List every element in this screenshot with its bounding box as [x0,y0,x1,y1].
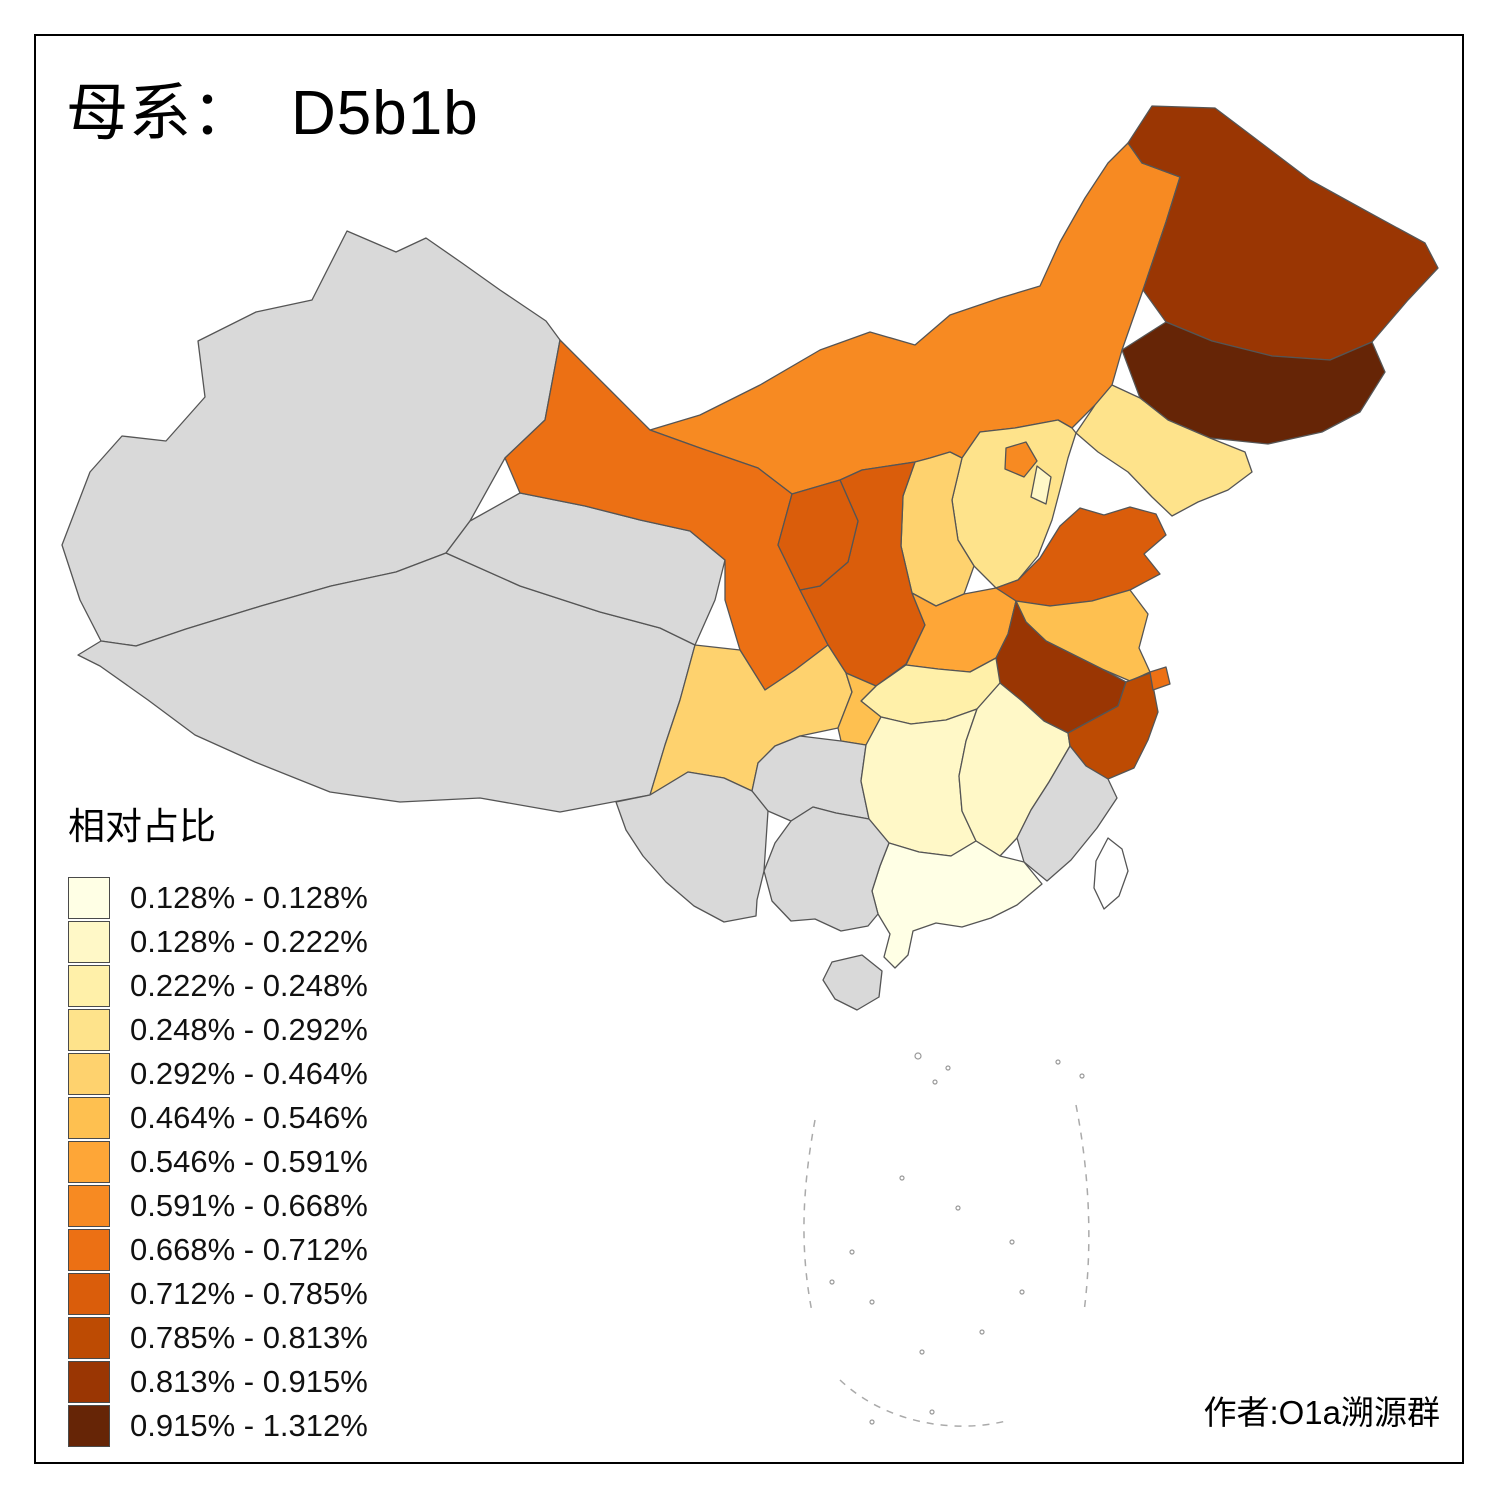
province-fujian [1016,745,1118,882]
island-icon [1019,1289,1025,1295]
island-icon [945,1065,951,1071]
legend-row: 0.712% - 0.785% [68,1272,368,1316]
legend-label: 0.813% - 0.915% [130,1364,368,1399]
plot-title: 母系： D5b1b [66,62,479,152]
legend-title: 相对占比 [68,806,216,847]
legend-row: 0.248% - 0.292% [68,1008,368,1052]
legend-swatch [68,1317,110,1359]
legend-swatch [68,1361,110,1403]
island-icon [929,1409,935,1415]
legend-label: 0.591% - 0.668% [130,1188,368,1223]
legend-label: 0.915% - 1.312% [130,1408,368,1443]
island-icon [919,1349,925,1355]
legend-swatch [68,965,110,1007]
province-ningxia [777,479,859,591]
legend-swatch [68,1229,110,1271]
south-china-sea-layer [803,1052,1090,1427]
province-liaoning [1075,384,1253,517]
province-taiwan [1093,837,1129,910]
legend-label: 0.668% - 0.712% [130,1232,368,1267]
title-haplogroup: D5b1b [291,79,479,148]
island-icon [869,1419,875,1425]
legend-row: 0.128% - 0.128% [68,876,368,920]
nine-dash-line [803,1119,816,1313]
legend-rows: 0.128% - 0.128% 0.128% - 0.222% 0.222% - 0… [68,876,368,1448]
author-credit: 作者:O1a溯源群 [1203,1394,1440,1431]
province-yunnan [615,771,769,923]
legend-label: 0.464% - 0.546% [130,1100,368,1135]
nine-dash-line [839,1379,1011,1427]
legend-row: 0.464% - 0.546% [68,1096,368,1140]
island-icon [1079,1073,1085,1079]
legend-swatch [68,1097,110,1139]
legend-row: 0.591% - 0.668% [68,1184,368,1228]
island-icon [869,1299,875,1305]
legend-label: 0.128% - 0.128% [130,880,368,915]
legend-label: 0.712% - 0.785% [130,1276,368,1311]
legend-row: 0.292% - 0.464% [68,1052,368,1096]
legend-swatch [68,877,110,919]
legend-swatch [68,921,110,963]
legend-label: 0.785% - 0.813% [130,1320,368,1355]
island-icon [1055,1059,1061,1065]
province-guangdong [871,840,1043,969]
province-layer [61,105,1439,1011]
island-icon [979,1329,985,1335]
island-icon [849,1249,855,1255]
legend-swatch [68,1009,110,1051]
legend-row: 0.813% - 0.915% [68,1360,368,1404]
legend-row: 0.128% - 0.222% [68,920,368,964]
island-icon [914,1052,922,1060]
legend-swatch [68,1273,110,1315]
legend-swatch [68,1053,110,1095]
legend-swatch [68,1405,110,1447]
province-heilongjiang [1127,105,1439,361]
island-icon [955,1205,961,1211]
province-tianjin [1030,465,1052,505]
title-prefix: 母系： [66,79,256,148]
nine-dash-line [1075,1104,1090,1313]
island-icon [932,1079,938,1085]
legend-label: 0.222% - 0.248% [130,968,368,1003]
legend-label: 0.292% - 0.464% [130,1056,368,1091]
island-icon [1009,1239,1015,1245]
legend-swatch [68,1185,110,1227]
legend: 相对占比 0.128% - 0.128% 0.128% - 0.222% 0.222… [68,796,368,1448]
province-hainan [822,954,883,1011]
legend-row: 0.668% - 0.712% [68,1228,368,1272]
province-shanghai [1149,666,1171,691]
legend-row: 0.915% - 1.312% [68,1404,368,1448]
legend-label: 0.546% - 0.591% [130,1144,368,1179]
legend-row: 0.785% - 0.813% [68,1316,368,1360]
legend-row: 0.546% - 0.591% [68,1140,368,1184]
legend-label: 0.248% - 0.292% [130,1012,368,1047]
legend-row: 0.222% - 0.248% [68,964,368,1008]
legend-label: 0.128% - 0.222% [130,924,368,959]
island-icon [899,1175,905,1181]
province-beijing [1004,441,1038,478]
island-icon [829,1279,835,1285]
province-guangxi [763,806,890,932]
legend-swatch [68,1141,110,1183]
